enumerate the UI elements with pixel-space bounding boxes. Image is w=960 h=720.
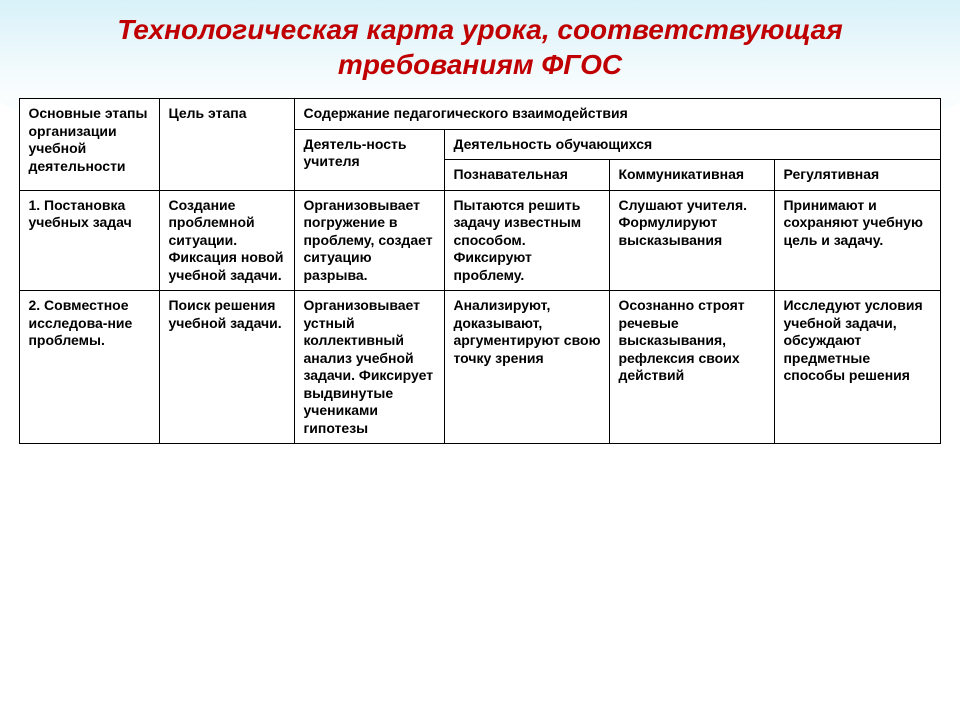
lesson-map-table: Основные этапы организации учебной деяте… <box>19 98 940 444</box>
header-students: Деятельность обучающихся <box>445 129 940 160</box>
cell-goal: Поиск решения учебной задачи. <box>160 291 295 444</box>
header-teacher: Деятель-ность учителя <box>295 129 445 190</box>
cell-stage: 2. Совместное исследова-ние проблемы. <box>20 291 160 444</box>
cell-communic: Осознанно строят речевые высказывания, р… <box>610 291 775 444</box>
header-stages: Основные этапы организации учебной деяте… <box>20 99 160 191</box>
cell-regul: Исследуют условия учебной задачи, обсужд… <box>775 291 940 444</box>
table-row: Основные этапы организации учебной деяте… <box>20 99 940 130</box>
page-title: Технологическая карта урока, соответству… <box>0 0 960 90</box>
cell-communic: Слушают учителя. Формулируют высказывани… <box>610 190 775 291</box>
cell-stage: 1. Постановка учебных задач <box>20 190 160 291</box>
table-row: 2. Совместное исследова-ние проблемы. По… <box>20 291 940 444</box>
table-row: 1. Постановка учебных задач Создание про… <box>20 190 940 291</box>
title-line-1: Технологическая карта урока, соответству… <box>117 14 842 45</box>
title-line-2: требованиям ФГОС <box>338 49 622 80</box>
header-interaction: Содержание педагогического взаимодействи… <box>295 99 940 130</box>
header-cognitive: Познавательная <box>445 160 610 191</box>
cell-cognitive: Анализируют, доказывают, аргументируют с… <box>445 291 610 444</box>
cell-cognitive: Пытаются решить задачу известным способо… <box>445 190 610 291</box>
header-goal: Цель этапа <box>160 99 295 191</box>
cell-goal: Создание проблемной ситуации. Фиксация н… <box>160 190 295 291</box>
cell-teacher: Организовывает погружение в проблему, со… <box>295 190 445 291</box>
cell-teacher: Организовывает устный коллективный анали… <box>295 291 445 444</box>
cell-regul: Принимают и сохраняют учебную цель и зад… <box>775 190 940 291</box>
header-regulative: Регулятивная <box>775 160 940 191</box>
header-communicative: Коммуникативная <box>610 160 775 191</box>
